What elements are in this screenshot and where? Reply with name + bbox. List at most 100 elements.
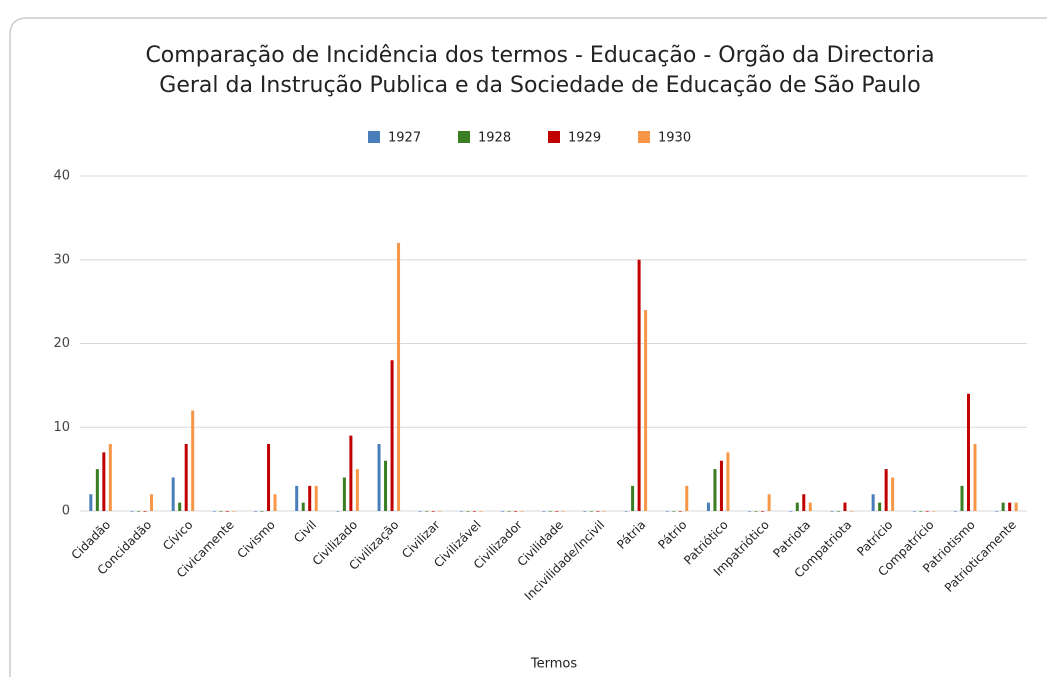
bar xyxy=(836,511,840,512)
bar xyxy=(548,511,552,512)
bar xyxy=(507,511,511,512)
bar xyxy=(795,502,799,511)
frame xyxy=(9,17,1047,677)
bar xyxy=(336,511,340,512)
legend-label: 1927 xyxy=(388,131,421,146)
bar xyxy=(891,477,895,511)
bar xyxy=(602,511,606,512)
legend-swatch xyxy=(368,131,380,143)
bar xyxy=(644,310,648,511)
legend-label: 1930 xyxy=(658,131,691,146)
bar xyxy=(501,511,505,512)
bar xyxy=(596,511,600,512)
bar xyxy=(789,511,793,512)
bar xyxy=(431,511,435,512)
bar xyxy=(514,511,518,512)
bar xyxy=(843,502,847,511)
bar xyxy=(973,444,977,511)
bar xyxy=(932,511,936,512)
bar xyxy=(191,410,195,511)
bar xyxy=(719,460,723,511)
bar xyxy=(960,485,964,511)
bar xyxy=(878,502,882,511)
bar xyxy=(314,485,318,511)
bar xyxy=(678,511,682,512)
legend-swatch xyxy=(548,131,560,143)
bar xyxy=(520,511,524,512)
bar xyxy=(912,511,916,512)
y-tick-label: 30 xyxy=(53,252,70,267)
bar xyxy=(418,511,422,512)
bar xyxy=(706,502,710,511)
y-tick-label: 10 xyxy=(53,420,70,435)
bar xyxy=(301,502,305,511)
bar xyxy=(377,444,381,511)
y-tick-label: 20 xyxy=(53,336,70,351)
bar xyxy=(225,511,229,512)
legend-swatch xyxy=(458,131,470,143)
bar xyxy=(672,511,676,512)
bar xyxy=(583,511,587,512)
bar xyxy=(150,494,154,511)
bar xyxy=(184,444,188,511)
x-tick-label: Civil xyxy=(291,518,319,546)
bar xyxy=(849,511,853,512)
chart-title-line-2: Geral da Instrução Publica e da Sociedad… xyxy=(159,73,920,98)
bar xyxy=(685,485,689,511)
bar xyxy=(767,494,771,511)
bar xyxy=(438,511,442,512)
legend-label: 1929 xyxy=(568,131,601,146)
bar xyxy=(953,511,957,512)
bar xyxy=(466,511,470,512)
bar xyxy=(925,511,929,512)
bar xyxy=(665,511,669,512)
bar xyxy=(102,452,106,511)
bar xyxy=(254,511,258,512)
bar xyxy=(137,511,141,512)
y-tick-label: 0 xyxy=(62,504,70,519)
bar xyxy=(308,485,312,511)
x-tick-label: Pátrio xyxy=(655,518,689,552)
bar xyxy=(171,477,175,511)
bar xyxy=(830,511,834,512)
bar xyxy=(349,435,353,511)
bar xyxy=(748,511,752,512)
bar xyxy=(631,485,635,511)
x-tick-label: Pátria xyxy=(614,518,648,552)
bar xyxy=(1014,502,1018,511)
bar xyxy=(89,494,93,511)
bar xyxy=(761,511,765,512)
bar xyxy=(995,511,999,512)
bar xyxy=(143,511,147,512)
bar xyxy=(637,259,641,511)
bar xyxy=(589,511,593,512)
bar xyxy=(472,511,476,512)
bar xyxy=(555,511,559,512)
bar xyxy=(624,511,628,512)
bar xyxy=(871,494,875,511)
x-axis-title: Termos xyxy=(530,657,577,672)
bar xyxy=(273,494,277,511)
bar xyxy=(390,360,394,511)
bar xyxy=(713,469,717,511)
bar xyxy=(808,502,812,511)
bar xyxy=(342,477,346,511)
bar xyxy=(459,511,463,512)
bar xyxy=(884,469,888,511)
bar xyxy=(802,494,806,511)
bar xyxy=(178,502,182,511)
bar xyxy=(295,485,299,511)
legend-swatch xyxy=(638,131,650,143)
bar xyxy=(212,511,216,512)
chart-title-line-1: Comparação de Incidência dos termos - Ed… xyxy=(145,43,934,68)
bar xyxy=(260,511,264,512)
bar xyxy=(397,243,401,511)
bar xyxy=(726,452,730,511)
bar xyxy=(219,511,223,512)
bar xyxy=(561,511,565,512)
bar xyxy=(108,444,112,511)
bar xyxy=(232,511,236,512)
bar xyxy=(384,460,388,511)
bar xyxy=(966,393,970,511)
